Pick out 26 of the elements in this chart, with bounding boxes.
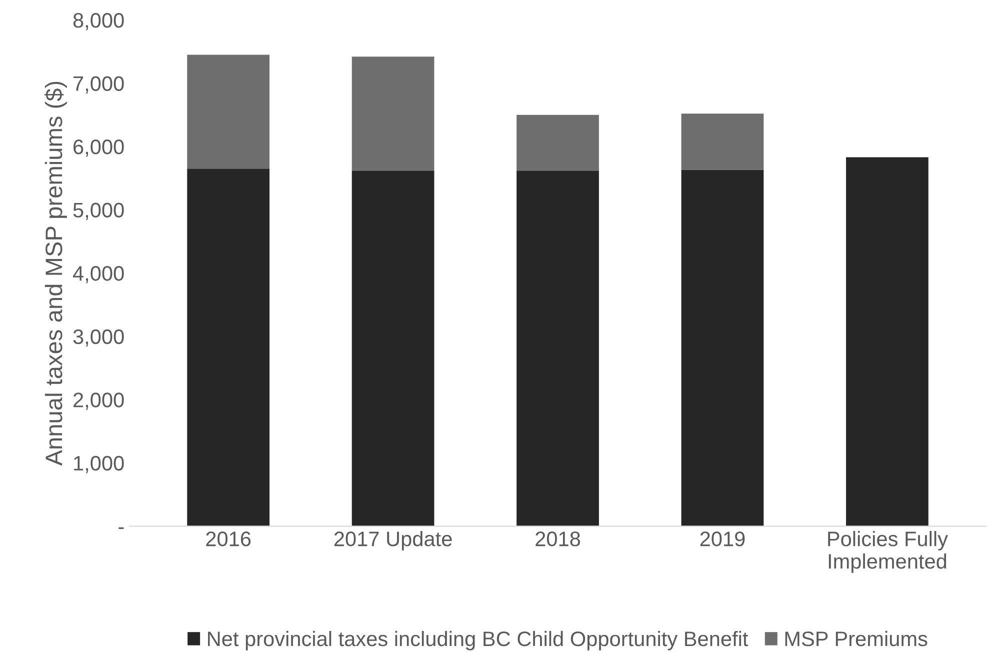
- y-tick-label: 8,000: [73, 12, 124, 30]
- bar: [846, 157, 928, 526]
- bar: [516, 114, 599, 171]
- y-tick-label: 4,000: [72, 266, 124, 284]
- bar: [516, 170, 599, 526]
- bar: [681, 114, 764, 170]
- y-tick-label: 3,000: [73, 329, 124, 347]
- y-tick-label: 2,000: [74, 392, 124, 410]
- x-tick-label: 2019: [700, 532, 745, 546]
- y-tick-label: 7,000: [74, 76, 124, 94]
- x-tick-label: 2016: [206, 532, 251, 546]
- bar: [681, 170, 764, 526]
- bar: [352, 56, 434, 171]
- y-tick-label: 6,000: [74, 140, 124, 157]
- y-tick-label: 1,000: [74, 456, 124, 474]
- y-tick-label: 5,000: [73, 202, 124, 220]
- bar: [187, 168, 270, 526]
- x-tick-label: 2018: [536, 532, 580, 546]
- y-tick-label: -: [118, 527, 124, 529]
- y-axis-title: Annual taxes and MSP premiums ($): [44, 82, 67, 466]
- legend-label: Net provincial taxes including BC Child Opportunity Benefit: [208, 630, 748, 650]
- bar: [352, 170, 434, 526]
- bar: [187, 54, 270, 169]
- x-tick-label: 2017 Update: [334, 531, 452, 550]
- x-tick-label: Policies Fully Implemented: [828, 531, 948, 573]
- legend-label: MSP Premiums: [785, 630, 928, 646]
